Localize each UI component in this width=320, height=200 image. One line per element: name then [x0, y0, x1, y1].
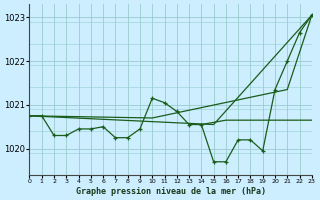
X-axis label: Graphe pression niveau de la mer (hPa): Graphe pression niveau de la mer (hPa) — [76, 187, 266, 196]
